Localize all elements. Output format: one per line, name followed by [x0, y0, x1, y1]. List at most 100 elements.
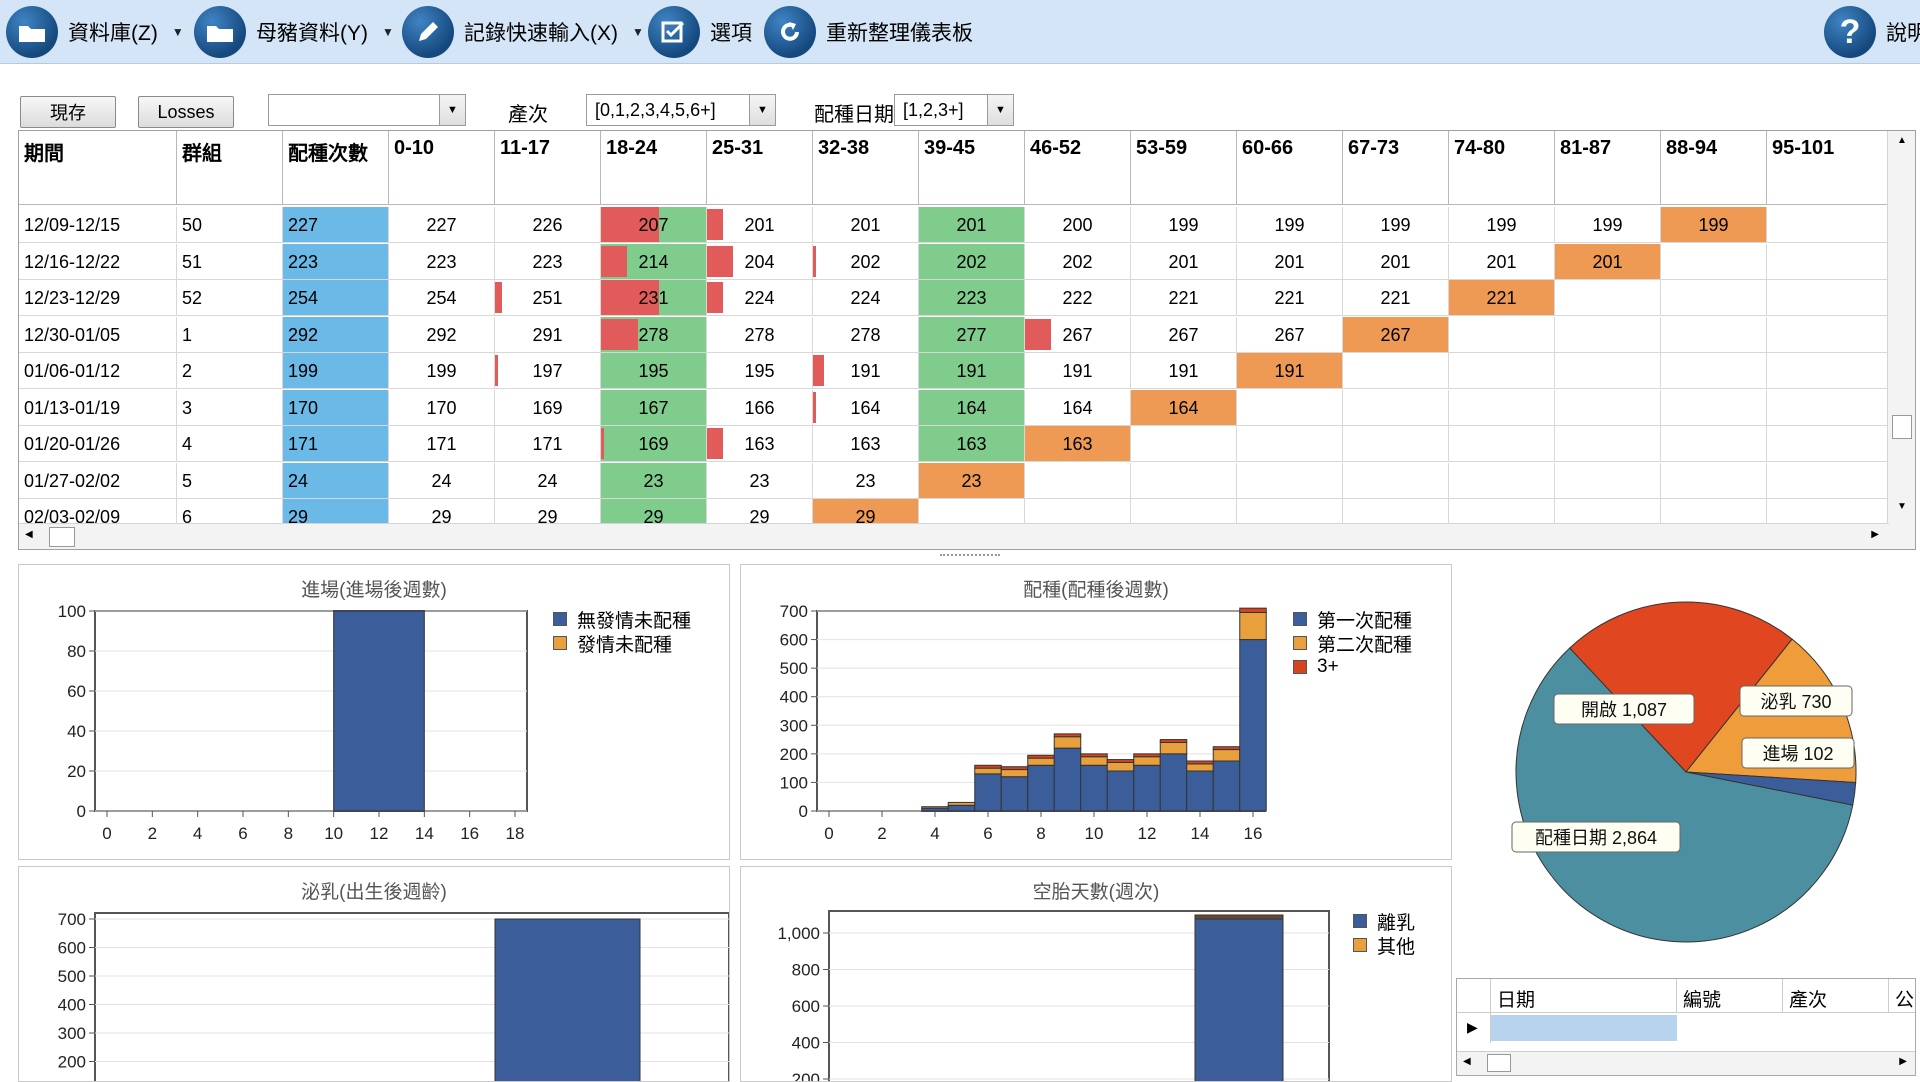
table-cell[interactable]: [1555, 389, 1661, 426]
table-cell[interactable]: 199: [389, 353, 495, 389]
table-cell[interactable]: 23: [707, 462, 813, 499]
table-cell[interactable]: 278: [707, 316, 813, 353]
table-cell[interactable]: 195: [601, 353, 707, 389]
table-cell[interactable]: [1237, 426, 1343, 462]
chevron-down-icon[interactable]: ▼: [632, 25, 644, 39]
column-header[interactable]: 74-80: [1449, 131, 1555, 205]
table-cell[interactable]: 164: [919, 389, 1025, 426]
table-cell[interactable]: [1025, 462, 1131, 499]
table-cell[interactable]: [1661, 316, 1767, 353]
chevron-down-icon[interactable]: ▼: [439, 95, 465, 125]
column-header[interactable]: 60-66: [1237, 131, 1343, 205]
chevron-down-icon[interactable]: ▼: [382, 25, 394, 39]
table-cell[interactable]: 169: [601, 426, 707, 462]
table-cell[interactable]: 199: [1555, 207, 1661, 243]
table-cell[interactable]: 251: [495, 280, 601, 316]
table-cell[interactable]: [1343, 426, 1449, 462]
table-cell[interactable]: [1555, 426, 1661, 462]
detail-grid[interactable]: 日期 編號 產次 公 ▶ ◀ ▶: [1456, 978, 1916, 1076]
table-cell[interactable]: [1661, 353, 1767, 389]
table-cell[interactable]: 01/27-02/02: [19, 462, 177, 499]
table-cell[interactable]: 199: [1237, 207, 1343, 243]
column-header[interactable]: 32-38: [813, 131, 919, 205]
table-cell[interactable]: 191: [1025, 353, 1131, 389]
scroll-thumb[interactable]: [49, 527, 75, 547]
scroll-thumb[interactable]: [1892, 415, 1912, 439]
table-cell[interactable]: 292: [389, 316, 495, 353]
table-cell[interactable]: [1767, 353, 1889, 389]
table-cell[interactable]: 163: [707, 426, 813, 462]
table-cell[interactable]: [1767, 316, 1889, 353]
table-cell[interactable]: 163: [813, 426, 919, 462]
chevron-down-icon[interactable]: ▼: [987, 95, 1013, 125]
table-cell[interactable]: 199: [283, 353, 389, 389]
table-cell[interactable]: 24: [389, 462, 495, 499]
column-header[interactable]: 配種次數: [283, 131, 389, 205]
table-cell[interactable]: [1767, 243, 1889, 280]
table-cell[interactable]: 12/16-12/22: [19, 243, 177, 280]
table-cell[interactable]: [1555, 280, 1661, 316]
table-cell[interactable]: 24: [283, 462, 389, 499]
table-cell[interactable]: 191: [919, 353, 1025, 389]
table-cell[interactable]: 169: [495, 389, 601, 426]
table-cell[interactable]: 197: [495, 353, 601, 389]
table-cell[interactable]: [1661, 389, 1767, 426]
breed-date-combo[interactable]: [1,2,3+] ▼: [894, 94, 1014, 126]
table-cell[interactable]: [1237, 389, 1343, 426]
table-cell[interactable]: 201: [813, 207, 919, 243]
table-cell[interactable]: 199: [1131, 207, 1237, 243]
column-header-id[interactable]: 編號: [1677, 979, 1783, 1013]
scroll-up-icon[interactable]: ▲: [1897, 135, 1907, 146]
table-cell[interactable]: 191: [1237, 353, 1343, 389]
table-cell[interactable]: 223: [283, 243, 389, 280]
table-cell[interactable]: 201: [707, 207, 813, 243]
table-cell[interactable]: [1555, 353, 1661, 389]
column-header[interactable]: 18-24: [601, 131, 707, 205]
table-cell[interactable]: 199: [1343, 207, 1449, 243]
table-cell[interactable]: 171: [389, 426, 495, 462]
table-cell[interactable]: 3: [177, 389, 283, 426]
selected-cell[interactable]: [1491, 1015, 1677, 1041]
scroll-down-icon[interactable]: ▼: [1897, 501, 1907, 512]
table-cell[interactable]: 201: [1131, 243, 1237, 280]
parity-combo[interactable]: [0,1,2,3,4,5,6+] ▼: [586, 94, 776, 126]
column-header[interactable]: 81-87: [1555, 131, 1661, 205]
table-cell[interactable]: 163: [1025, 426, 1131, 462]
table-cell[interactable]: 254: [389, 280, 495, 316]
table-cell[interactable]: [1767, 389, 1889, 426]
sow-data-menu[interactable]: 母豬資料(Y) ▼: [194, 0, 394, 64]
table-cell[interactable]: 12/23-12/29: [19, 280, 177, 316]
database-menu[interactable]: 資料庫(Z) ▼: [6, 0, 184, 64]
table-cell[interactable]: 24: [495, 462, 601, 499]
chevron-down-icon[interactable]: ▼: [749, 95, 775, 125]
table-cell[interactable]: 277: [919, 316, 1025, 353]
column-header[interactable]: 53-59: [1131, 131, 1237, 205]
column-header[interactable]: 25-31: [707, 131, 813, 205]
table-cell[interactable]: 171: [283, 426, 389, 462]
horizontal-scrollbar[interactable]: ◀ ▶: [19, 523, 1889, 549]
current-button[interactable]: 現存: [20, 96, 116, 128]
table-cell[interactable]: 23: [813, 462, 919, 499]
table-cell[interactable]: 224: [813, 280, 919, 316]
table-cell[interactable]: 204: [707, 243, 813, 280]
table-cell[interactable]: 191: [1131, 353, 1237, 389]
table-cell[interactable]: 202: [1025, 243, 1131, 280]
table-cell[interactable]: [1767, 280, 1889, 316]
table-cell[interactable]: [1555, 316, 1661, 353]
options-button[interactable]: 選項: [648, 0, 752, 64]
table-cell[interactable]: 164: [813, 389, 919, 426]
table-cell[interactable]: 4: [177, 426, 283, 462]
filter-combo[interactable]: ▼: [268, 94, 466, 126]
table-cell[interactable]: 191: [813, 353, 919, 389]
table-cell[interactable]: [1661, 462, 1767, 499]
table-cell[interactable]: 267: [1237, 316, 1343, 353]
table-cell[interactable]: 221: [1449, 280, 1555, 316]
table-cell[interactable]: 01/13-01/19: [19, 389, 177, 426]
table-cell[interactable]: 223: [495, 243, 601, 280]
column-header[interactable]: 期間: [19, 131, 177, 205]
table-cell[interactable]: [1131, 426, 1237, 462]
scroll-right-icon[interactable]: ▶: [1871, 529, 1879, 540]
refresh-dashboard-button[interactable]: 重新整理儀表板: [764, 0, 973, 64]
table-cell[interactable]: 221: [1131, 280, 1237, 316]
table-cell[interactable]: 227: [389, 207, 495, 243]
